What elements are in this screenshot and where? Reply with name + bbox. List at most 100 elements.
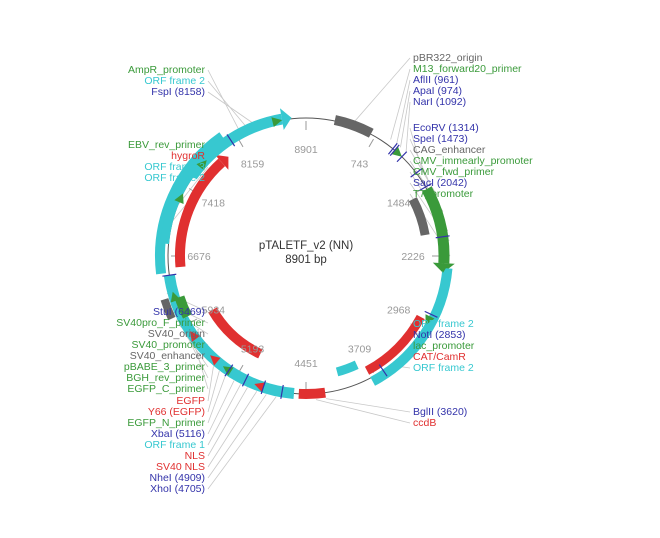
map-label: hygroR (171, 150, 205, 162)
leader-line (207, 375, 226, 424)
leader-line (409, 149, 436, 194)
hygror-arc-arrowhead (214, 154, 229, 170)
map-label: EBV_rev_primer (128, 139, 206, 151)
tick-label: 4451 (294, 358, 318, 370)
leader-line (409, 138, 429, 180)
leader-line (325, 398, 411, 413)
map-label: ORF frame 2 (413, 318, 474, 330)
map-label: FspI (8158) (151, 86, 205, 98)
restriction-site-marker (378, 364, 388, 377)
map-label: EGFP_C_primer (127, 383, 205, 395)
tick-label: 1484 (387, 198, 411, 210)
leader-line (396, 79, 411, 145)
map-label: pBABE_3_primer (124, 361, 206, 373)
tick-label: 5934 (202, 305, 226, 317)
cmv-promoter-arc (421, 186, 450, 264)
map-label: XhoI (4705) (150, 483, 205, 495)
leader-line (207, 384, 241, 446)
map-label: NLS (185, 450, 205, 462)
map-label: lac_promoter (413, 340, 475, 352)
primer-arrow (425, 314, 435, 325)
map-label: SV40_origin (148, 328, 205, 340)
tick-label: 2226 (401, 251, 425, 263)
leader-line (400, 90, 411, 148)
feature-arcs (155, 108, 455, 399)
tick-mark (368, 138, 374, 148)
map-label: XbaI (5116) (151, 428, 205, 440)
orf-frame2-top-arc (187, 113, 283, 180)
primer-arrow (174, 193, 184, 205)
primer-arrow (210, 355, 221, 366)
map-label: CMV_fwd_primer (413, 166, 495, 178)
restriction-site-marker (280, 384, 284, 399)
map-label: ORF frame 3 (144, 161, 205, 173)
map-label: T7_promoter (413, 188, 474, 200)
map-label: EGFP (176, 395, 205, 407)
map-label: CAG_enhancer (413, 144, 486, 156)
restriction-site-marker (396, 151, 408, 163)
tick-mark (238, 138, 244, 148)
leader-line (207, 380, 235, 435)
primer-arrow (190, 331, 200, 343)
cag-enhancer-arc (408, 197, 430, 236)
map-label: ORF frame 1 (144, 439, 205, 451)
tick-label: 8159 (241, 158, 265, 170)
map-label: EGFP_N_primer (127, 417, 205, 429)
egfp-arc (208, 307, 263, 359)
map-label: ORF frame 2 (144, 172, 205, 184)
orf-frame2-top-arc-arrowhead (279, 108, 292, 130)
primer-arrow (271, 117, 283, 127)
leader-line (409, 127, 423, 172)
leader-line (207, 370, 220, 413)
map-label: BGH_rev_primer (126, 372, 205, 384)
leader-line (315, 399, 411, 424)
map-label: NheI (4909) (150, 472, 205, 484)
tick-label: 3709 (348, 344, 372, 356)
map-label: EcoRV (1314) (413, 122, 479, 134)
restriction-site-marker (410, 168, 423, 178)
restriction-site-marker (162, 273, 177, 277)
map-label: M13_forward20_primer (413, 63, 522, 75)
map-label: NotI (2853) (413, 329, 466, 341)
leader-line (207, 387, 248, 457)
cat-camr-arc (364, 314, 425, 375)
map-label: Y66 (EGFP) (148, 406, 205, 418)
leader-line (207, 396, 277, 490)
pbr322-origin-arc (333, 115, 374, 138)
leader-line (207, 391, 258, 468)
leader-line (207, 366, 214, 402)
map-label: AflII (961) (413, 74, 459, 86)
map-label: SacI (2042) (413, 177, 467, 189)
tick-label: 5193 (241, 344, 265, 356)
restriction-site-markers (162, 134, 450, 399)
map-label: ORF frame 2 (144, 75, 205, 87)
sv40-origin-arc (160, 298, 176, 321)
restriction-site-marker (387, 142, 398, 155)
map-label: CAT/CamR (413, 351, 466, 363)
leader-line (354, 57, 411, 121)
map-label: SV40 NLS (156, 461, 205, 473)
map-label: StuI (6469) (153, 306, 205, 318)
map-label: ORF frame 2 (413, 362, 474, 374)
map-label: NarI (1092) (413, 96, 466, 108)
tick-label: 7418 (202, 198, 226, 210)
leader-line (390, 68, 411, 140)
map-label: ApaI (974) (413, 85, 462, 97)
ccdb-arc (298, 387, 326, 399)
plasmid-length: 8901 bp (285, 254, 327, 266)
sv40-promoter-arc (174, 295, 192, 319)
map-label: SV40_promoter (131, 339, 205, 351)
restriction-site-marker (435, 235, 450, 239)
leader-line (195, 348, 209, 390)
leader-line (405, 101, 411, 153)
hygror-arc (175, 158, 226, 268)
primer-arrow (391, 146, 402, 157)
restriction-site-marker (389, 144, 400, 157)
orf-frame2-right-arc (370, 267, 453, 386)
map-label: CMV_immearly_promoter (413, 155, 533, 167)
primer-arrow (170, 291, 181, 303)
restriction-site-marker (241, 373, 250, 387)
restriction-site-marker (260, 380, 267, 395)
restriction-site-marker (424, 310, 438, 318)
